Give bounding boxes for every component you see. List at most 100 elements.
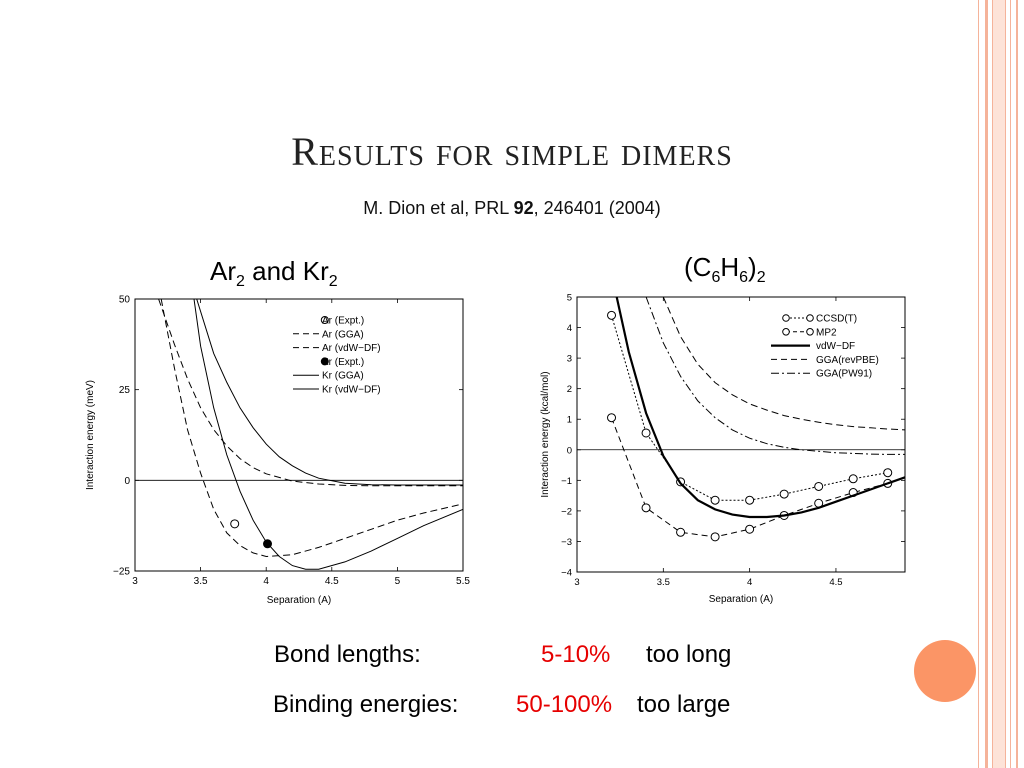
chart-1: 3 3.5 4 4.5 5 5.5 50 25 0 −25 Separation (A) Intera… <box>85 295 470 607</box>
heading-part: ) <box>748 252 757 282</box>
x-tick-label: 3 <box>574 577 579 588</box>
series-gga-revpbe- <box>662 297 905 431</box>
series-line <box>662 297 905 431</box>
citation: M. Dion et al, PRL 92, 246401 (2004) <box>0 198 1024 219</box>
y-tick-label: −1 <box>561 476 572 487</box>
heading-part: (C <box>684 252 712 282</box>
x-tick-label: 5.5 <box>456 576 470 587</box>
series-kr-gga- <box>196 299 463 486</box>
heading-part: H <box>720 252 740 282</box>
legend: Ar (Expt.) Ar (GGA) Ar (vdW−DF) Kr (Expt.) K… <box>293 316 381 396</box>
x-axis-label: Separation (A) <box>709 594 773 605</box>
heading-sub: 6 <box>739 269 749 287</box>
data-point <box>745 495 755 505</box>
frame-stripe-2 <box>985 0 988 768</box>
y-tick-label: 0 <box>567 445 572 456</box>
binding-label: Binding energies: <box>273 691 459 718</box>
bond-value: 5-10% <box>541 641 611 668</box>
series-line <box>193 299 463 570</box>
series-ar-gga- <box>158 299 463 487</box>
x-tick-label: 3.5 <box>657 577 670 588</box>
left-chart-heading: Ar2 and Kr2 <box>210 256 338 291</box>
bond-label: Bond lengths: <box>274 641 421 668</box>
series-ar-vdw-df- <box>160 299 463 558</box>
legend-label: CCSD(T) <box>816 314 857 325</box>
x-tick-label: 4.5 <box>325 576 339 587</box>
y-tick-label: 1 <box>567 415 572 426</box>
heading-sub: 2 <box>756 269 766 287</box>
x-tick-label: 4.5 <box>829 577 842 588</box>
legend-label: vdW−DF <box>816 341 855 352</box>
y-tick-label: −3 <box>561 537 572 548</box>
x-tick-label: 4 <box>747 577 752 588</box>
heading-sub: 2 <box>328 273 338 291</box>
frame-stripe-5 <box>1016 0 1018 768</box>
series-line <box>160 299 463 558</box>
series-gga-pw91- <box>645 297 905 455</box>
heading-sub: 6 <box>711 269 721 287</box>
series-ccsd-t- <box>607 310 893 505</box>
legend-label: Ar (vdW−DF) <box>322 343 381 354</box>
x-tick-label: 4 <box>263 576 269 587</box>
series-kr-vdw-df- <box>193 299 463 570</box>
data-point <box>641 428 651 438</box>
legend-label: Ar (GGA) <box>322 329 364 340</box>
data-point <box>814 481 824 491</box>
legend-label: GGA(revPBE) <box>816 355 879 366</box>
y-tick-label: −4 <box>561 568 572 579</box>
decorative-orange-circle <box>914 640 976 702</box>
citation-suffix: , 246401 (2004) <box>533 198 661 218</box>
citation-volume: 92 <box>513 198 534 218</box>
data-point <box>710 495 720 505</box>
y-axis-label: Interaction energy (kcal/mol) <box>540 371 551 497</box>
legend-marker <box>782 314 790 322</box>
series-ar-expt- <box>230 519 240 529</box>
frame-stripe-1 <box>978 0 979 768</box>
y-tick-label: 25 <box>119 385 131 396</box>
bond-suffix: too long <box>646 641 732 668</box>
data-point <box>230 519 240 529</box>
legend-label: Ar (Expt.) <box>322 316 364 327</box>
data-point <box>641 503 651 513</box>
citation-prefix: M. Dion et al, PRL <box>363 198 514 218</box>
slide-title: Results for simple dimers <box>291 129 733 174</box>
data-point <box>710 532 720 542</box>
binding-suffix: too large <box>637 691 731 718</box>
legend-marker <box>320 316 329 324</box>
series-line <box>158 299 463 487</box>
binding-value: 50-100% <box>516 691 613 718</box>
data-point <box>607 310 617 320</box>
y-tick-label: −25 <box>113 567 130 578</box>
series-line <box>615 297 905 519</box>
data-point <box>779 489 789 499</box>
y-tick-label: 4 <box>567 323 572 334</box>
heading-part: Ar <box>210 256 236 286</box>
x-axis-label: Separation (A) <box>267 595 331 606</box>
series-line <box>645 297 905 455</box>
data-point <box>848 474 858 484</box>
legend-marker <box>806 314 814 322</box>
legend-label: Kr (Expt.) <box>322 357 364 368</box>
heading-part: and Kr <box>244 256 329 286</box>
y-tick-label: 50 <box>119 295 131 306</box>
y-axis-label: Interaction energy (meV) <box>85 380 96 490</box>
data-point <box>745 524 755 534</box>
frame-stripe-4 <box>1010 0 1011 768</box>
legend-marker <box>806 328 814 336</box>
plot-frame <box>576 296 906 573</box>
legend-marker <box>320 357 329 366</box>
y-tick-label: 0 <box>124 476 130 487</box>
heading-sub: 2 <box>236 273 245 291</box>
bond-lengths-row: Bond lengths: <box>274 641 421 669</box>
right-chart-heading: (C6H6)2 <box>684 252 766 287</box>
data-point <box>883 468 893 478</box>
plot-frame <box>134 298 464 572</box>
legend-label: MP2 <box>816 327 837 338</box>
legend-marker <box>782 328 790 336</box>
x-tick-label: 3.5 <box>194 576 208 587</box>
frame-stripe-3 <box>992 0 1006 768</box>
series-line <box>196 299 463 486</box>
binding-energies-row: Binding energies: <box>273 691 458 719</box>
series-vdw-df <box>615 297 905 519</box>
